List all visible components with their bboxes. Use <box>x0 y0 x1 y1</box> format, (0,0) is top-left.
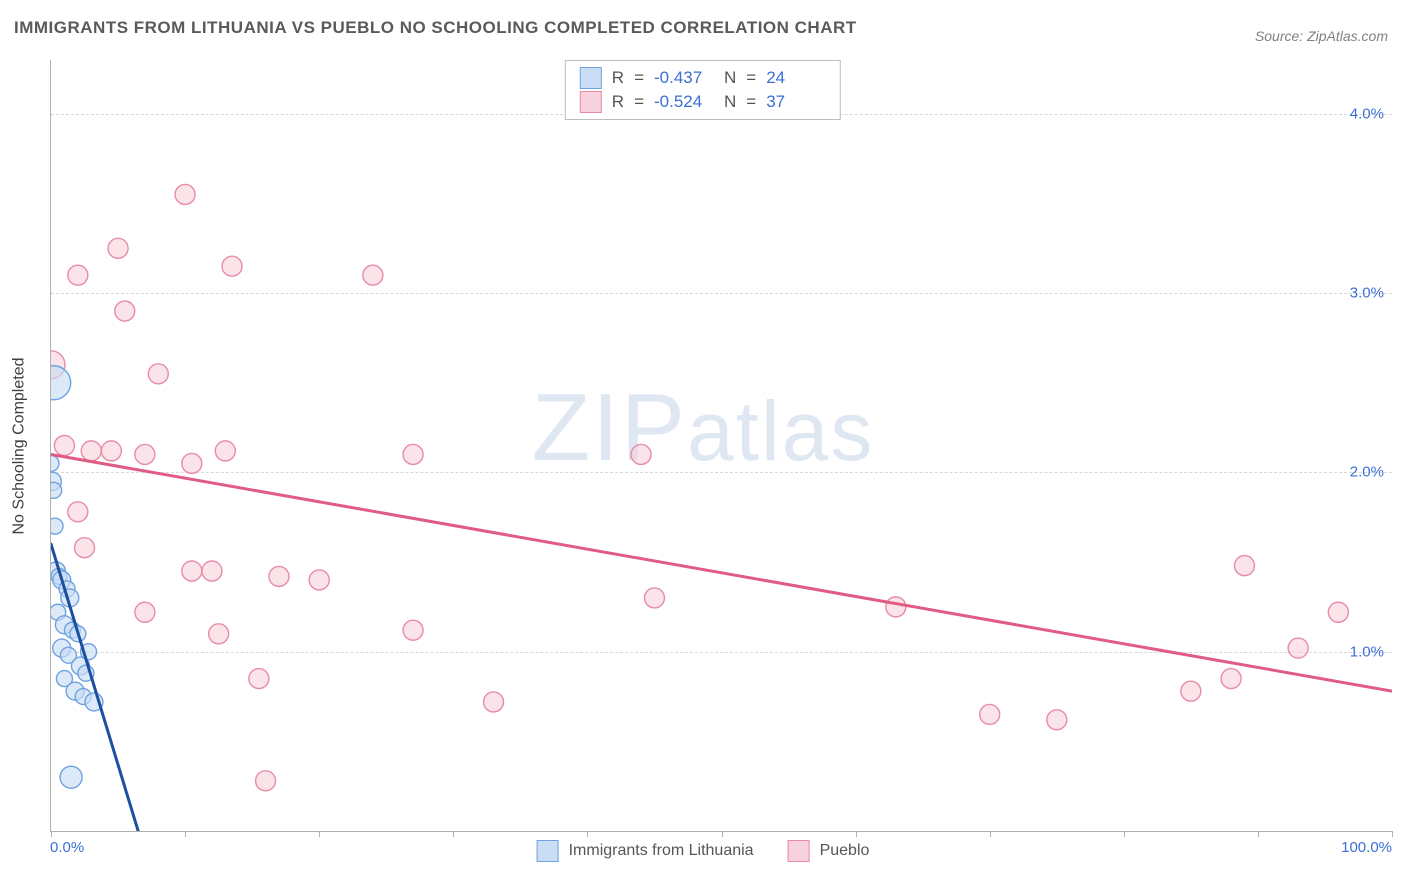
x-axis-min-label: 0.0% <box>50 839 84 856</box>
equals-sign: = <box>746 68 756 88</box>
stat-r-value-a: -0.437 <box>654 68 714 88</box>
swatch-series-a <box>580 67 602 89</box>
stat-r-value-b: -0.524 <box>654 92 714 112</box>
legend-row: R = -0.524 N = 37 <box>580 90 826 114</box>
x-tick-mark <box>319 831 320 837</box>
x-tick-mark <box>990 831 991 837</box>
x-tick-mark <box>1258 831 1259 837</box>
stat-label-r: R <box>612 92 624 112</box>
y-axis-label: No Schooling Completed <box>11 358 29 535</box>
plot-area: 1.0%2.0%3.0%4.0% <box>50 60 1392 832</box>
legend-item: Immigrants from Lithuania <box>537 840 754 862</box>
stat-n-value-a: 24 <box>766 68 826 88</box>
x-tick-mark <box>856 831 857 837</box>
legend-row: R = -0.437 N = 24 <box>580 66 826 90</box>
chart-title: IMMIGRANTS FROM LITHUANIA VS PUEBLO NO S… <box>14 18 857 38</box>
x-tick-mark <box>51 831 52 837</box>
source-prefix: Source: <box>1255 28 1303 44</box>
chart-svg <box>51 60 1392 831</box>
x-axis-max-label: 100.0% <box>1341 839 1392 856</box>
swatch-series-b <box>788 840 810 862</box>
equals-sign: = <box>634 92 644 112</box>
swatch-series-b <box>580 91 602 113</box>
stat-label-r: R <box>612 68 624 88</box>
source-name: ZipAtlas.com <box>1307 28 1388 44</box>
correlation-legend: R = -0.437 N = 24 R = -0.524 N = 37 <box>565 60 841 120</box>
legend-label: Immigrants from Lithuania <box>569 842 754 860</box>
x-tick-mark <box>722 831 723 837</box>
stat-label-n: N <box>724 68 736 88</box>
stat-label-n: N <box>724 92 736 112</box>
swatch-series-a <box>537 840 559 862</box>
series-legend: Immigrants from Lithuania Pueblo <box>537 840 870 862</box>
stat-n-value-b: 37 <box>766 92 826 112</box>
equals-sign: = <box>746 92 756 112</box>
x-tick-mark <box>185 831 186 837</box>
source-attribution: Source: ZipAtlas.com <box>1255 28 1388 44</box>
legend-item: Pueblo <box>788 840 870 862</box>
x-tick-mark <box>453 831 454 837</box>
legend-label: Pueblo <box>820 842 870 860</box>
x-tick-mark <box>1392 831 1393 837</box>
equals-sign: = <box>634 68 644 88</box>
x-tick-mark <box>1124 831 1125 837</box>
x-tick-mark <box>587 831 588 837</box>
